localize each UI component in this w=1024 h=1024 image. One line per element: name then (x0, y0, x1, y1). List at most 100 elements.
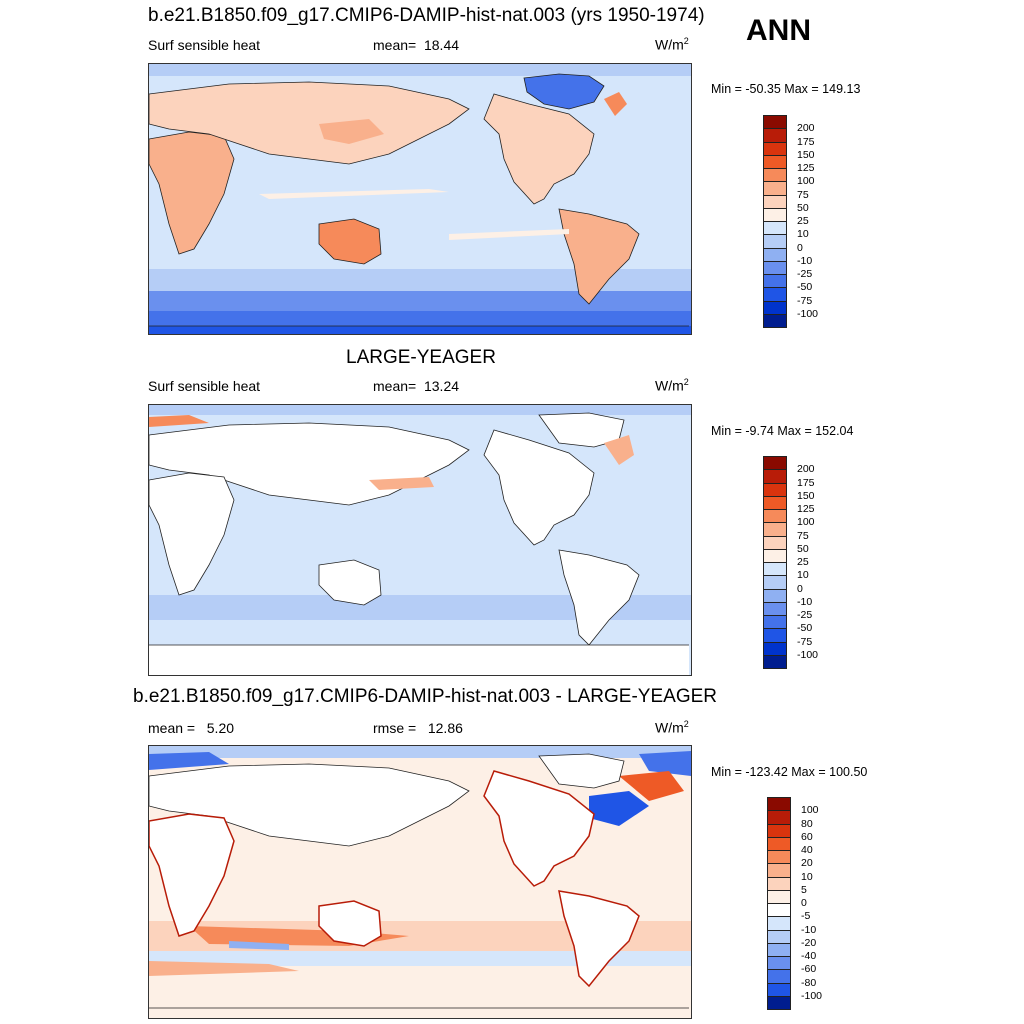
colorbar-swatch (763, 260, 787, 275)
panel1-units: W/m2 (655, 36, 689, 53)
colorbar-label: -50 (797, 622, 813, 635)
colorbar-label: 75 (797, 188, 809, 201)
colorbar-label: 80 (801, 817, 813, 830)
panel3-rmse: rmse = 12.86 (373, 720, 463, 736)
colorbar-swatch (763, 588, 787, 603)
panel3-units: W/m2 (655, 719, 689, 736)
colorbar-label: -25 (797, 268, 813, 280)
colorbar-swatch (763, 221, 787, 236)
panel3-minmax: Min = -123.42 Max = 100.50 (711, 765, 868, 779)
colorbar-swatch (767, 942, 791, 957)
colorbar-swatch (763, 287, 787, 302)
colorbar-swatch (763, 641, 787, 656)
colorbar-label: -100 (801, 989, 823, 1002)
colorbar-swatch (767, 797, 791, 812)
colorbar-label: -10 (797, 595, 813, 608)
colorbar-label: -75 (797, 635, 813, 648)
colorbar-label: 200 (797, 122, 815, 135)
colorbar-label: 100 (801, 804, 819, 817)
colorbar-swatch (767, 903, 791, 918)
colorbar-label: 125 (797, 162, 815, 174)
panel2-colorbar: 200 175 150 125 100 75 50 25 10 0 -10 -25 -50 -75 -100 (763, 456, 843, 670)
colorbar-label: -25 (797, 609, 813, 621)
colorbar-swatch (767, 810, 791, 825)
panel1-variable: Surf sensible heat (148, 37, 261, 53)
colorbar-swatch (763, 234, 787, 249)
colorbar-swatch (767, 850, 791, 865)
panel2-mean: mean= 13.24 (373, 378, 459, 394)
colorbar-label: 50 (797, 542, 809, 555)
colorbar-swatch (763, 181, 787, 196)
colorbar-swatch (763, 575, 787, 590)
colorbar-swatch (763, 194, 787, 209)
colorbar-label: -75 (797, 294, 813, 307)
colorbar-swatch (763, 615, 787, 630)
panel1-mean-value: 18.44 (423, 37, 460, 53)
colorbar-swatch (767, 929, 791, 944)
panel3-title: b.e21.B1850.f09_g17.CMIP6-DAMIP-hist-nat… (133, 686, 717, 707)
colorbar-label: -60 (801, 963, 817, 976)
colorbar-swatch (763, 115, 787, 130)
colorbar-swatch (763, 522, 787, 537)
colorbar-label: -20 (801, 936, 817, 949)
colorbar-swatch (763, 128, 787, 143)
colorbar-label: -40 (801, 950, 817, 962)
colorbar-swatch (763, 300, 787, 315)
colorbar-label: 0 (797, 241, 803, 254)
colorbar-swatch (763, 168, 787, 183)
colorbar-label: 60 (801, 830, 813, 843)
panel1-mean: mean= 18.44 (373, 37, 459, 53)
season-label: ANN (746, 14, 811, 47)
colorbar-label: 150 (797, 148, 815, 161)
colorbar-label: -50 (797, 281, 813, 294)
panel3-rmse-label: rmse = (373, 720, 417, 736)
colorbar-label: 175 (797, 476, 815, 489)
colorbar-swatch (767, 876, 791, 891)
colorbar-swatch (763, 495, 787, 510)
colorbar-swatch (763, 562, 787, 577)
panel1-minmax: Min = -50.35 Max = 149.13 (711, 82, 861, 96)
colorbar-label: 10 (801, 870, 813, 883)
colorbar-swatch (763, 601, 787, 616)
colorbar-swatch (763, 313, 787, 328)
colorbar-swatch (763, 535, 787, 550)
colorbar-label: 0 (797, 582, 803, 595)
colorbar-label: 0 (801, 897, 807, 909)
panel3-mean-label: mean = (148, 720, 196, 736)
colorbar-label: 5 (801, 883, 807, 896)
colorbar-swatch (767, 823, 791, 838)
colorbar-swatch (763, 628, 787, 643)
colorbar-label: 10 (797, 228, 809, 241)
colorbar-label: 10 (797, 569, 809, 582)
colorbar-label: -10 (801, 923, 817, 936)
colorbar-swatch (763, 548, 787, 563)
colorbar-swatch (763, 247, 787, 262)
panel1-colorbar: 200 175 150 125 100 75 50 25 10 0 -10 -25 -50 -75 -100 (763, 115, 843, 329)
colorbar-label: 150 (797, 489, 815, 502)
colorbar-swatch (763, 469, 787, 484)
colorbar-swatch (767, 916, 791, 931)
colorbar-label: 100 (797, 175, 815, 188)
colorbar-label: 200 (797, 463, 815, 476)
panel3-mean: mean = 5.20 (148, 720, 234, 736)
colorbar-swatch (767, 982, 791, 997)
colorbar-label: 25 (797, 215, 809, 227)
panel2-minmax: Min = -9.74 Max = 152.04 (711, 424, 854, 438)
panel1-mean-label: mean= (373, 37, 417, 53)
panel1-map (148, 63, 692, 335)
colorbar-swatch (763, 141, 787, 156)
colorbar-label: 75 (797, 529, 809, 542)
colorbar-swatch (767, 836, 791, 851)
colorbar-label: 125 (797, 503, 815, 515)
panel3-rmse-value: 12.86 (427, 720, 463, 736)
colorbar-swatch (767, 969, 791, 984)
colorbar-swatch (763, 207, 787, 222)
panel2-units: W/m2 (655, 377, 689, 394)
colorbar-label: 25 (797, 556, 809, 568)
colorbar-swatch (763, 654, 787, 669)
colorbar-swatch (763, 509, 787, 524)
colorbar-swatch (763, 154, 787, 169)
colorbar-swatch (763, 274, 787, 289)
colorbar-swatch (763, 482, 787, 497)
panel2-mean-label: mean= (373, 378, 417, 394)
